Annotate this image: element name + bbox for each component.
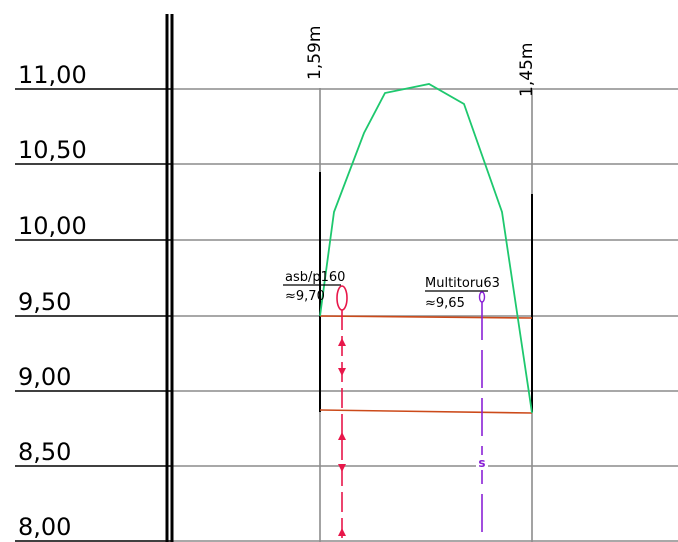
soil-profile-curve	[319, 83, 533, 414]
pipe-marker-letter: s	[478, 456, 485, 470]
arrow-up-marker	[338, 338, 346, 346]
elevation-label: 8,50	[18, 438, 71, 466]
trench-bottom-line	[319, 409, 533, 414]
elevation-label: 9,00	[18, 363, 71, 391]
arrow-down-marker	[338, 464, 346, 472]
pipe-name-label: asb/p160	[285, 270, 345, 285]
arrow-up-marker	[338, 432, 346, 440]
elevation-label: 10,00	[18, 212, 87, 240]
pipe-multitoru: Multitoru63 ≈9,65 s	[425, 276, 500, 542]
elevation-gridlines	[15, 88, 678, 542]
pipe-circle	[478, 291, 486, 303]
pipe-asb: asb/p160 ≈9,70	[283, 270, 348, 542]
dimension-label-left: 1,59m	[305, 26, 325, 80]
pipe-name-label: Multitoru63	[425, 276, 500, 291]
arrow-down-marker	[338, 368, 346, 376]
elevation-label: 8,00	[18, 513, 71, 541]
vertical-axis	[165, 14, 174, 542]
elevation-label: 11,00	[18, 61, 87, 89]
pipe-level-label: ≈9,65	[425, 296, 465, 311]
elevation-labels: 11,00 10,50 10,00 9,50 9,00 8,50 8,00	[18, 61, 87, 541]
dimension-label-right: 1,45m	[517, 43, 537, 97]
trench-top-line	[319, 315, 533, 319]
elevation-label: 10,50	[18, 136, 87, 164]
pipe-arrow-markers	[338, 338, 346, 536]
elevation-label: 9,50	[18, 288, 71, 316]
arrow-up-marker	[338, 528, 346, 536]
pipe-level-label: ≈9,70	[285, 289, 325, 304]
marker-background	[476, 455, 488, 470]
pipe-circle	[336, 285, 348, 311]
